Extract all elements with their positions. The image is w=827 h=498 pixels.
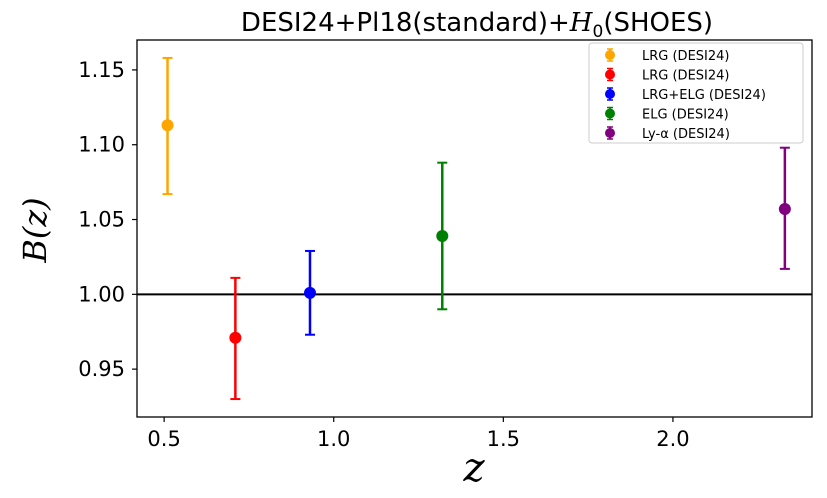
y-tick-label: 0.95 <box>78 357 125 381</box>
data-point <box>303 286 316 299</box>
y-tick-label: 1.00 <box>78 282 125 306</box>
legend-entry-1: LRG (DESI24) <box>605 67 729 84</box>
x-axis-label: z <box>462 445 485 491</box>
y-axis-label: B(z) <box>16 197 54 263</box>
series-3 <box>436 161 449 311</box>
data-point <box>161 119 174 132</box>
legend-entry-4: Ly-α (DESI24) <box>605 126 730 142</box>
legend-marker <box>605 89 615 99</box>
legend-entry-3: ELG (DESI24) <box>605 106 729 123</box>
y-tick-label: 1.15 <box>78 58 125 82</box>
series-4 <box>778 146 791 270</box>
x-axis: 0.5 1.0 1.5 2.0 <box>147 417 690 451</box>
data-point <box>778 203 791 216</box>
x-tick-label: 1.5 <box>487 427 520 451</box>
plot-frame <box>136 39 813 418</box>
x-tick-label: 1.0 <box>317 427 350 451</box>
legend-label: LRG (DESI24) <box>642 49 729 64</box>
legend-marker <box>605 69 615 80</box>
legend-label: LRG+ELG (DESI24) <box>642 88 766 103</box>
series-1 <box>229 276 242 401</box>
data-point <box>436 229 449 242</box>
y-tick-label: 1.10 <box>78 133 125 157</box>
legend-label: ELG (DESI24) <box>642 108 729 123</box>
series-2 <box>303 249 316 336</box>
legend-label: Ly-α (DESI24) <box>642 127 730 142</box>
y-axis: 0.95 1.00 1.05 1.10 1.15 <box>78 58 137 381</box>
legend-box <box>588 42 804 144</box>
legend-marker <box>605 128 615 138</box>
data-point <box>229 331 242 344</box>
series-0 <box>161 56 174 196</box>
legend-label: LRG (DESI24) <box>642 69 729 84</box>
legend: LRG (DESI24) LRG (DESI24) LRG+ELG (DESI24)… <box>588 42 804 144</box>
legend-marker <box>605 50 615 60</box>
chart-title: DESI24+Pl18(standard)+H0(SHOES) <box>241 8 713 42</box>
legend-marker <box>605 108 615 119</box>
y-tick-label: 1.05 <box>78 208 125 232</box>
plot-area <box>137 56 812 401</box>
x-tick-label: 0.5 <box>147 427 180 451</box>
legend-entry-0: LRG (DESI24) <box>605 48 729 64</box>
legend-entry-2: LRG+ELG (DESI24) <box>605 87 766 103</box>
x-tick-label: 2.0 <box>656 427 689 451</box>
